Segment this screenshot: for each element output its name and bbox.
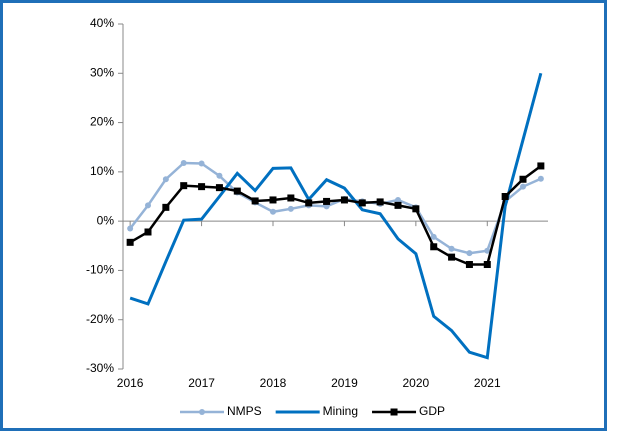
point <box>323 197 331 205</box>
point <box>287 194 295 202</box>
y-tick-label: -20% <box>86 312 114 326</box>
point <box>180 159 187 166</box>
point <box>144 228 152 236</box>
legend-marker <box>199 409 205 415</box>
point <box>270 208 276 215</box>
point <box>216 172 223 179</box>
point <box>466 250 473 257</box>
point <box>233 187 241 195</box>
point <box>198 160 205 167</box>
point <box>127 225 134 232</box>
x-tick-label: 2017 <box>188 376 215 390</box>
point <box>448 253 456 261</box>
point <box>430 243 438 251</box>
legend-marker <box>390 408 398 416</box>
point <box>501 193 509 200</box>
y-tick-label: -10% <box>86 263 114 277</box>
point <box>162 176 169 183</box>
legend-label: Mining <box>323 404 358 418</box>
legend-label: GDP <box>419 404 445 418</box>
point <box>269 196 277 204</box>
point <box>395 196 401 203</box>
x-tick-label: 2018 <box>260 376 287 390</box>
line <box>129 72 543 360</box>
point <box>305 199 313 207</box>
point <box>412 205 420 213</box>
point <box>180 182 188 190</box>
point <box>484 247 491 254</box>
line <box>129 161 542 255</box>
point <box>430 233 437 240</box>
point <box>520 183 526 190</box>
point <box>519 175 527 183</box>
y-tick-label: 40% <box>90 16 114 30</box>
point <box>448 245 455 252</box>
point <box>145 202 151 209</box>
point <box>465 261 473 269</box>
x-tick-label: 2019 <box>331 376 358 390</box>
line <box>129 164 542 266</box>
y-tick-label: -30% <box>86 361 114 375</box>
point <box>537 175 544 182</box>
point <box>376 198 384 206</box>
y-tick-label: 20% <box>90 115 114 129</box>
legend-label: NMPS <box>227 404 262 418</box>
point <box>162 203 170 211</box>
y-tick-label: 30% <box>90 65 114 79</box>
point <box>251 197 259 205</box>
point <box>287 205 294 212</box>
point <box>215 184 223 192</box>
x-tick-label: 2021 <box>474 376 501 390</box>
x-tick-label: 2020 <box>403 376 430 390</box>
x-tick-label: 2016 <box>117 376 144 390</box>
point <box>483 261 491 269</box>
point <box>358 199 366 207</box>
point <box>126 238 134 246</box>
y-tick-label: 0% <box>97 213 115 227</box>
point <box>198 183 206 191</box>
point <box>537 162 545 170</box>
point <box>394 201 402 209</box>
point <box>340 196 348 204</box>
y-tick-label: 10% <box>90 164 114 178</box>
